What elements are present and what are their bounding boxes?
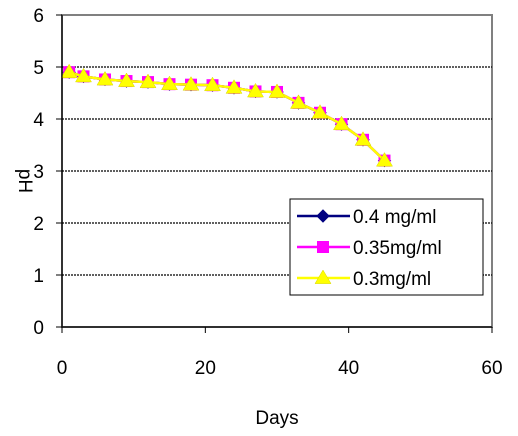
legend-label-2: 0.3mg/ml xyxy=(353,269,431,290)
series-layer xyxy=(60,63,393,168)
data-point xyxy=(225,79,243,94)
data-point xyxy=(204,76,221,92)
legend: 0.4 mg/ml 0.35mg/ml 0.3mg/ml xyxy=(289,198,484,296)
data-point xyxy=(268,83,286,98)
legend-marker-0 xyxy=(316,209,330,223)
legend-label-0: 0.4 mg/ml xyxy=(353,207,436,228)
data-point xyxy=(75,67,92,83)
data-point xyxy=(60,63,78,79)
data-point xyxy=(354,131,372,146)
data-point xyxy=(376,152,393,167)
x-tick-label: 60 xyxy=(481,358,502,379)
data-point xyxy=(118,72,135,87)
data-point xyxy=(311,104,329,119)
data-point xyxy=(96,70,114,86)
legend-marker-1 xyxy=(317,241,329,253)
data-point xyxy=(161,75,178,91)
data-point xyxy=(333,115,350,131)
y-tick-label: 3 xyxy=(33,162,44,183)
y-axis-title-text: pH xyxy=(14,169,35,193)
y-tick-label: 6 xyxy=(33,6,44,27)
y-tick-label: 5 xyxy=(33,58,44,79)
series-line-2 xyxy=(68,70,386,162)
y-tick-label: 1 xyxy=(33,266,44,287)
data-point xyxy=(139,73,157,88)
x-axis-title: Days xyxy=(255,408,298,429)
x-tick-label: 20 xyxy=(195,358,216,379)
data-point xyxy=(247,82,264,98)
y-tick-label: 0 xyxy=(33,318,44,339)
legend-marker-2 xyxy=(314,269,332,284)
y-axis-title: pH xyxy=(14,169,35,193)
data-point xyxy=(182,76,200,91)
series-2 xyxy=(60,63,393,167)
x-tick-label: 0 xyxy=(57,358,68,379)
legend-label-1: 0.35mg/ml xyxy=(353,238,442,259)
data-point xyxy=(290,94,307,109)
y-tick-label: 2 xyxy=(33,214,44,235)
x-tick-label: 40 xyxy=(338,358,359,379)
y-tick-label: 4 xyxy=(33,110,44,131)
